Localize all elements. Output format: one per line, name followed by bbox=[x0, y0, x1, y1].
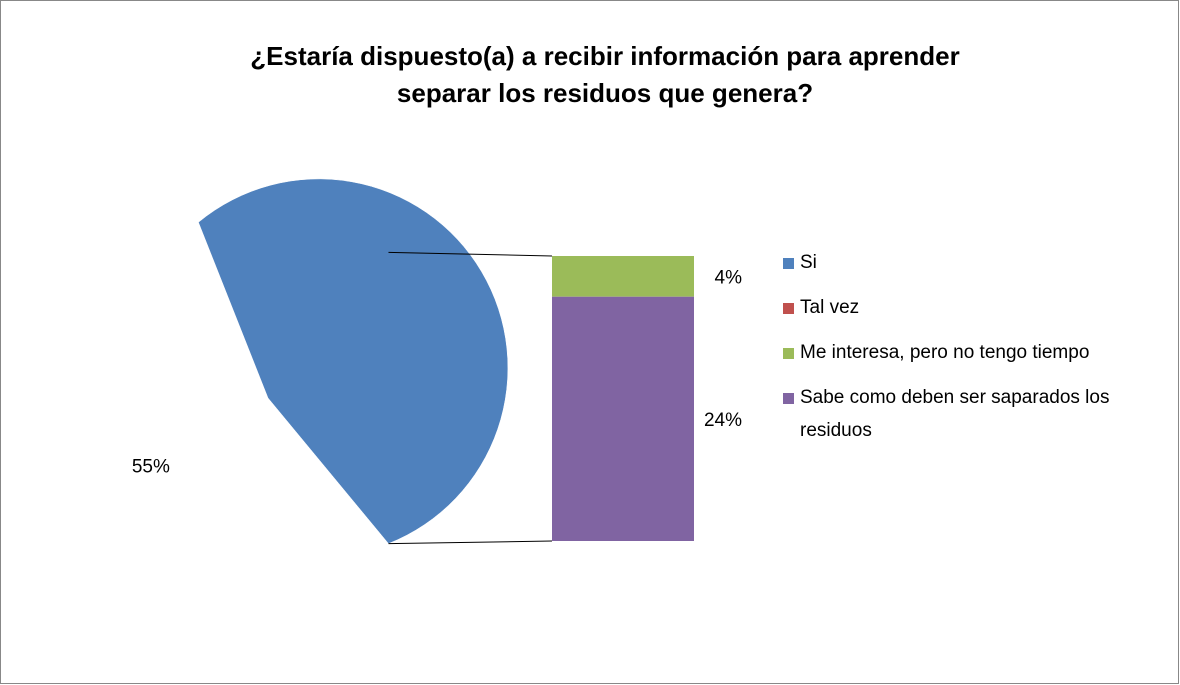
bar-segment bbox=[552, 256, 694, 297]
data-label: 24% bbox=[704, 410, 742, 431]
legend-label: Si bbox=[800, 252, 817, 273]
legend-item: Si bbox=[783, 246, 1140, 279]
legend-label: Tal vez bbox=[800, 297, 860, 318]
legend-swatch bbox=[783, 393, 794, 404]
connector bbox=[388, 251, 553, 257]
legend-swatch bbox=[783, 258, 794, 269]
legend-item: Tal vez bbox=[783, 291, 1140, 324]
legend-swatch bbox=[783, 348, 794, 359]
chart-title: ¿Estaría dispuesto(a) a recibir informac… bbox=[250, 41, 960, 108]
pie-slice bbox=[198, 178, 509, 544]
data-label: 4% bbox=[715, 267, 743, 288]
legend-swatch bbox=[783, 303, 794, 314]
legend-item: Me interesa, pero no tengo tiempo bbox=[783, 336, 1140, 369]
legend-item: Sabe como deben ser saparados los residu… bbox=[783, 381, 1140, 447]
data-label: 55% bbox=[132, 456, 170, 477]
legend-label: Me interesa, pero no tengo tiempo bbox=[800, 342, 1090, 363]
legend: Si Tal vez Me interesa, pero no tengo tiem… bbox=[783, 246, 1143, 459]
bar-segment bbox=[552, 296, 694, 541]
connector bbox=[388, 540, 553, 545]
title-box: ¿Estaría dispuesto(a) a recibir informac… bbox=[250, 41, 960, 108]
legend-label: Sabe como deben ser saparados los residu… bbox=[800, 387, 1110, 441]
